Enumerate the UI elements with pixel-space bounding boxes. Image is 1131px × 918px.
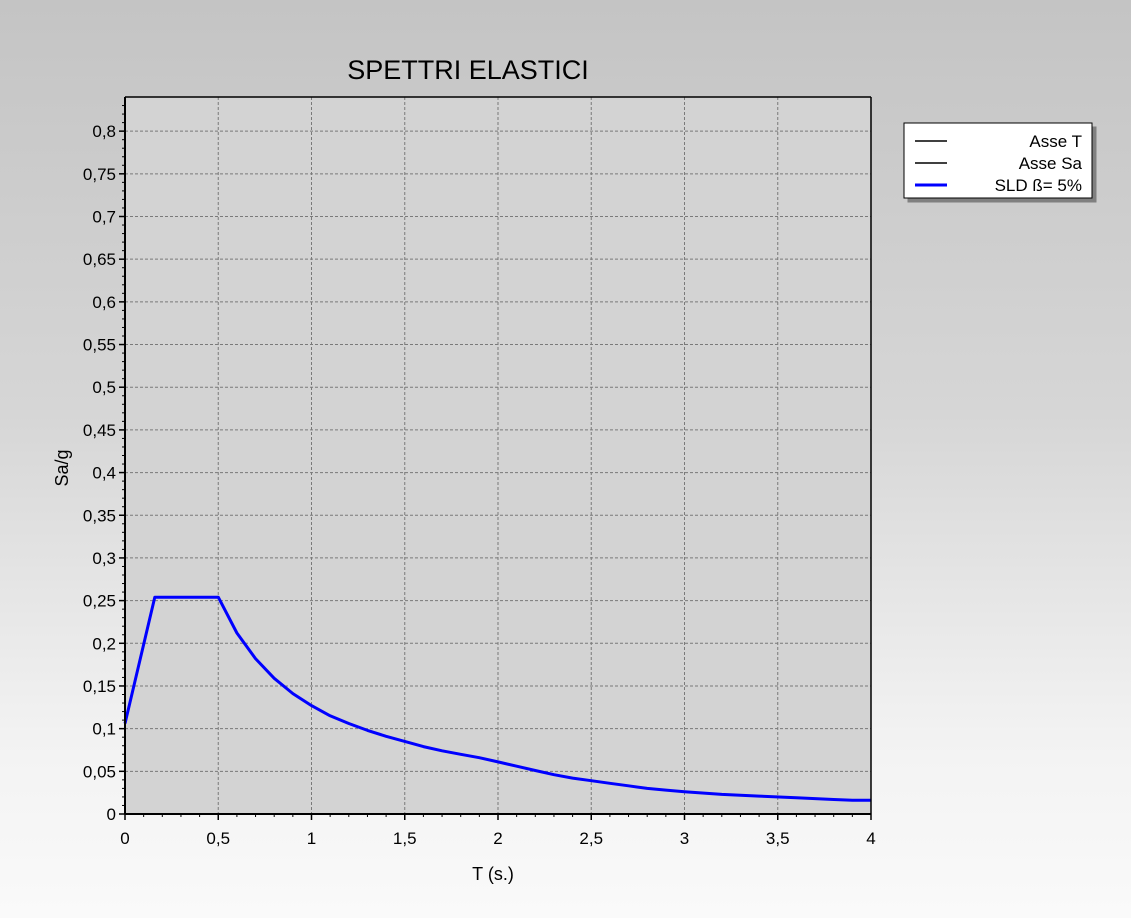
y-axis-label: Sa/g	[52, 449, 72, 486]
axes	[119, 96, 872, 820]
y-tick-label: 0,45	[83, 421, 116, 440]
grid	[125, 97, 871, 814]
y-tick-label: 0,6	[92, 293, 116, 312]
x-tick-label: 4	[866, 829, 875, 848]
x-tick-label: 2,5	[579, 829, 603, 848]
x-tick-label: 0,5	[206, 829, 230, 848]
x-axis-ticks: 0 0,5 1 1,5 2 2,5 3 3,5 4	[120, 829, 875, 848]
series-layer	[123, 595, 871, 802]
x-tick-label: 0	[120, 829, 129, 848]
y-tick-label: 0,2	[92, 634, 116, 653]
x-axis-label: T (s.)	[472, 864, 514, 884]
legend: Asse T Asse Sa SLD ß= 5%	[903, 122, 1093, 199]
y-axis-ticks: 0 0,05 0,1 0,15 0,2 0,25 0,3 0,35 0,4 0,45 0,5 0,55…	[83, 122, 116, 824]
y-tick-label: 0,25	[83, 592, 116, 611]
y-tick-label: 0,65	[83, 250, 116, 269]
y-tick-label: 0,75	[83, 165, 116, 184]
y-tick-label: 0,15	[83, 677, 116, 696]
y-tick-label: 0,3	[92, 549, 116, 568]
y-tick-label: 0,8	[92, 122, 116, 141]
x-tick-label: 2	[493, 829, 502, 848]
legend-label: Asse Sa	[1019, 154, 1083, 173]
x-tick-label: 1,5	[393, 829, 417, 848]
y-tick-label: 0,35	[83, 506, 116, 525]
y-tick-label: 0,7	[92, 208, 116, 227]
x-tick-label: 3	[680, 829, 689, 848]
x-tick-label: 3,5	[766, 829, 790, 848]
y-tick-label: 0,55	[83, 336, 116, 355]
y-tick-label: 0	[107, 805, 116, 824]
series-line-sld	[123, 595, 871, 802]
y-tick-label: 0,1	[92, 720, 116, 739]
x-tick-label: 1	[307, 829, 316, 848]
y-tick-label: 0,4	[92, 464, 116, 483]
chart-title: SPETTRI ELASTICI	[347, 55, 589, 85]
y-tick-label: 0,05	[83, 762, 116, 781]
legend-label: SLD ß= 5%	[995, 176, 1082, 195]
y-tick-label: 0,5	[92, 378, 116, 397]
legend-label: Asse T	[1029, 132, 1082, 151]
